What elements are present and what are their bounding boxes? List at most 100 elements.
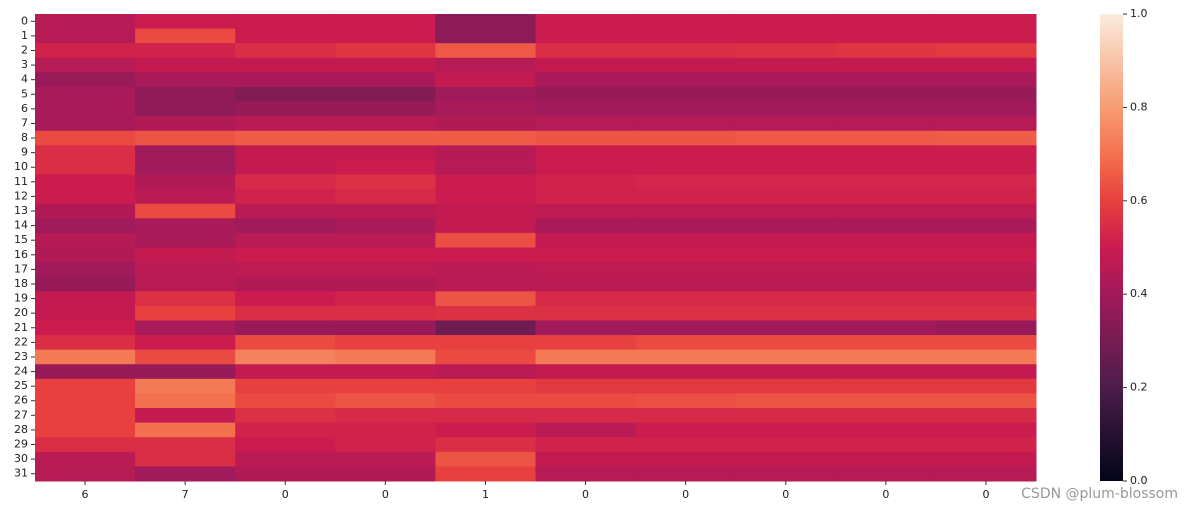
heatmap-cell: [535, 203, 637, 219]
heatmap-cell: [635, 437, 737, 453]
heatmap-cell: [335, 116, 436, 132]
heatmap-cell: [135, 174, 236, 190]
heatmap-cell: [35, 232, 136, 248]
heatmap-cell: [635, 101, 737, 117]
heatmap-cell: [235, 393, 336, 409]
heatmap-cell: [435, 43, 536, 59]
x-tick-label: 0: [782, 488, 789, 501]
y-tick-label: 5: [21, 87, 28, 100]
heatmap-cell: [435, 203, 536, 219]
heatmap-cell: [335, 422, 436, 438]
heatmap-cell: [135, 28, 236, 44]
heatmap-cell: [435, 262, 536, 278]
y-tick-label: 9: [21, 146, 28, 159]
heatmap-cell: [635, 174, 737, 190]
heatmap-cell: [35, 262, 136, 278]
heatmap-cell: [35, 43, 136, 59]
heatmap-cell: [35, 466, 136, 482]
heatmap-cell: [235, 247, 336, 263]
heatmap-cell: [35, 116, 136, 132]
heatmap-cell: [35, 218, 136, 234]
heatmap-cell: [735, 189, 837, 205]
heatmap-cell: [535, 378, 637, 394]
heatmap-cell: [235, 43, 336, 59]
heatmap-cell: [535, 393, 637, 409]
heatmap-cell: [335, 130, 436, 146]
heatmap-cell: [935, 86, 1037, 103]
heatmap-cell: [935, 232, 1037, 248]
heatmap-cell: [135, 130, 236, 146]
heatmap-cell: [635, 28, 737, 44]
heatmap-cell: [235, 14, 336, 30]
heatmap-cell: [635, 364, 737, 380]
heatmap-cell: [835, 189, 937, 205]
y-tick-label: 28: [14, 423, 28, 436]
heatmap-cell: [935, 378, 1037, 394]
heatmap-cell: [35, 189, 136, 205]
heatmap-cell: [235, 276, 336, 292]
heatmap-cell: [235, 232, 336, 248]
heatmap-cell: [35, 393, 136, 409]
heatmap-cell: [935, 101, 1037, 117]
heatmap-cell: [235, 174, 336, 190]
colorbar-tick-label: 1.0: [1130, 7, 1148, 20]
y-tick-label: 17: [14, 262, 28, 275]
y-tick-label: 4: [21, 73, 28, 86]
heatmap-cell: [935, 72, 1037, 88]
heatmap-cell: [535, 451, 637, 467]
heatmap-cell: [335, 335, 436, 351]
heatmap-cell: [235, 57, 336, 73]
heatmap-cell: [135, 422, 236, 438]
y-tick-label: 24: [14, 365, 28, 378]
heatmap-cell: [435, 28, 536, 44]
heatmap-cell: [835, 408, 937, 424]
heatmap-cell: [535, 101, 637, 117]
heatmap-cell: [535, 291, 637, 307]
colorbar-tick-label: 0.6: [1130, 194, 1148, 207]
heatmap-cell: [735, 305, 837, 321]
x-tick-label: 7: [182, 488, 189, 501]
x-tick-label: 0: [582, 488, 589, 501]
heatmap-cell: [335, 159, 436, 176]
heatmap-cell: [535, 335, 637, 351]
heatmap-cell: [435, 174, 536, 190]
heatmap-cell: [435, 451, 536, 467]
heatmap-cell: [235, 218, 336, 234]
heatmap-cell: [335, 276, 436, 292]
heatmap-cell: [835, 364, 937, 380]
heatmap-cell: [735, 364, 837, 380]
heatmap-cell: [335, 349, 436, 365]
y-tick-label: 13: [14, 204, 28, 217]
heatmap-cell: [935, 364, 1037, 380]
heatmap-cell: [735, 451, 837, 467]
heatmap-cell: [35, 451, 136, 467]
heatmap-cell: [735, 247, 837, 263]
heatmap-cell: [535, 86, 637, 103]
heatmap-cell: [335, 262, 436, 278]
heatmap-cell: [735, 408, 837, 424]
heatmap-cell: [35, 86, 136, 103]
heatmap-cell: [735, 232, 837, 248]
heatmap-cell: [435, 291, 536, 307]
heatmap-cell: [235, 466, 336, 482]
heatmap-cell: [435, 72, 536, 88]
heatmap-cell: [635, 451, 737, 467]
heatmap-cell: [335, 320, 436, 336]
heatmap-cell: [335, 14, 436, 30]
heatmap-cell: [35, 335, 136, 351]
heatmap-cell: [635, 14, 737, 30]
heatmap-cell: [35, 349, 136, 365]
heatmap-cell: [235, 437, 336, 453]
heatmap-cell: [535, 247, 637, 263]
heatmap-cell: [435, 320, 536, 336]
heatmap-cell: [335, 189, 436, 205]
y-tick-label: 15: [14, 233, 28, 246]
y-tick-label: 25: [14, 379, 28, 392]
heatmap-cell: [735, 335, 837, 351]
heatmap-cell: [735, 203, 837, 219]
heatmap-cell: [635, 159, 737, 176]
heatmap-cell: [135, 232, 236, 248]
heatmap-cell: [835, 320, 937, 336]
heatmap-cell: [135, 335, 236, 351]
